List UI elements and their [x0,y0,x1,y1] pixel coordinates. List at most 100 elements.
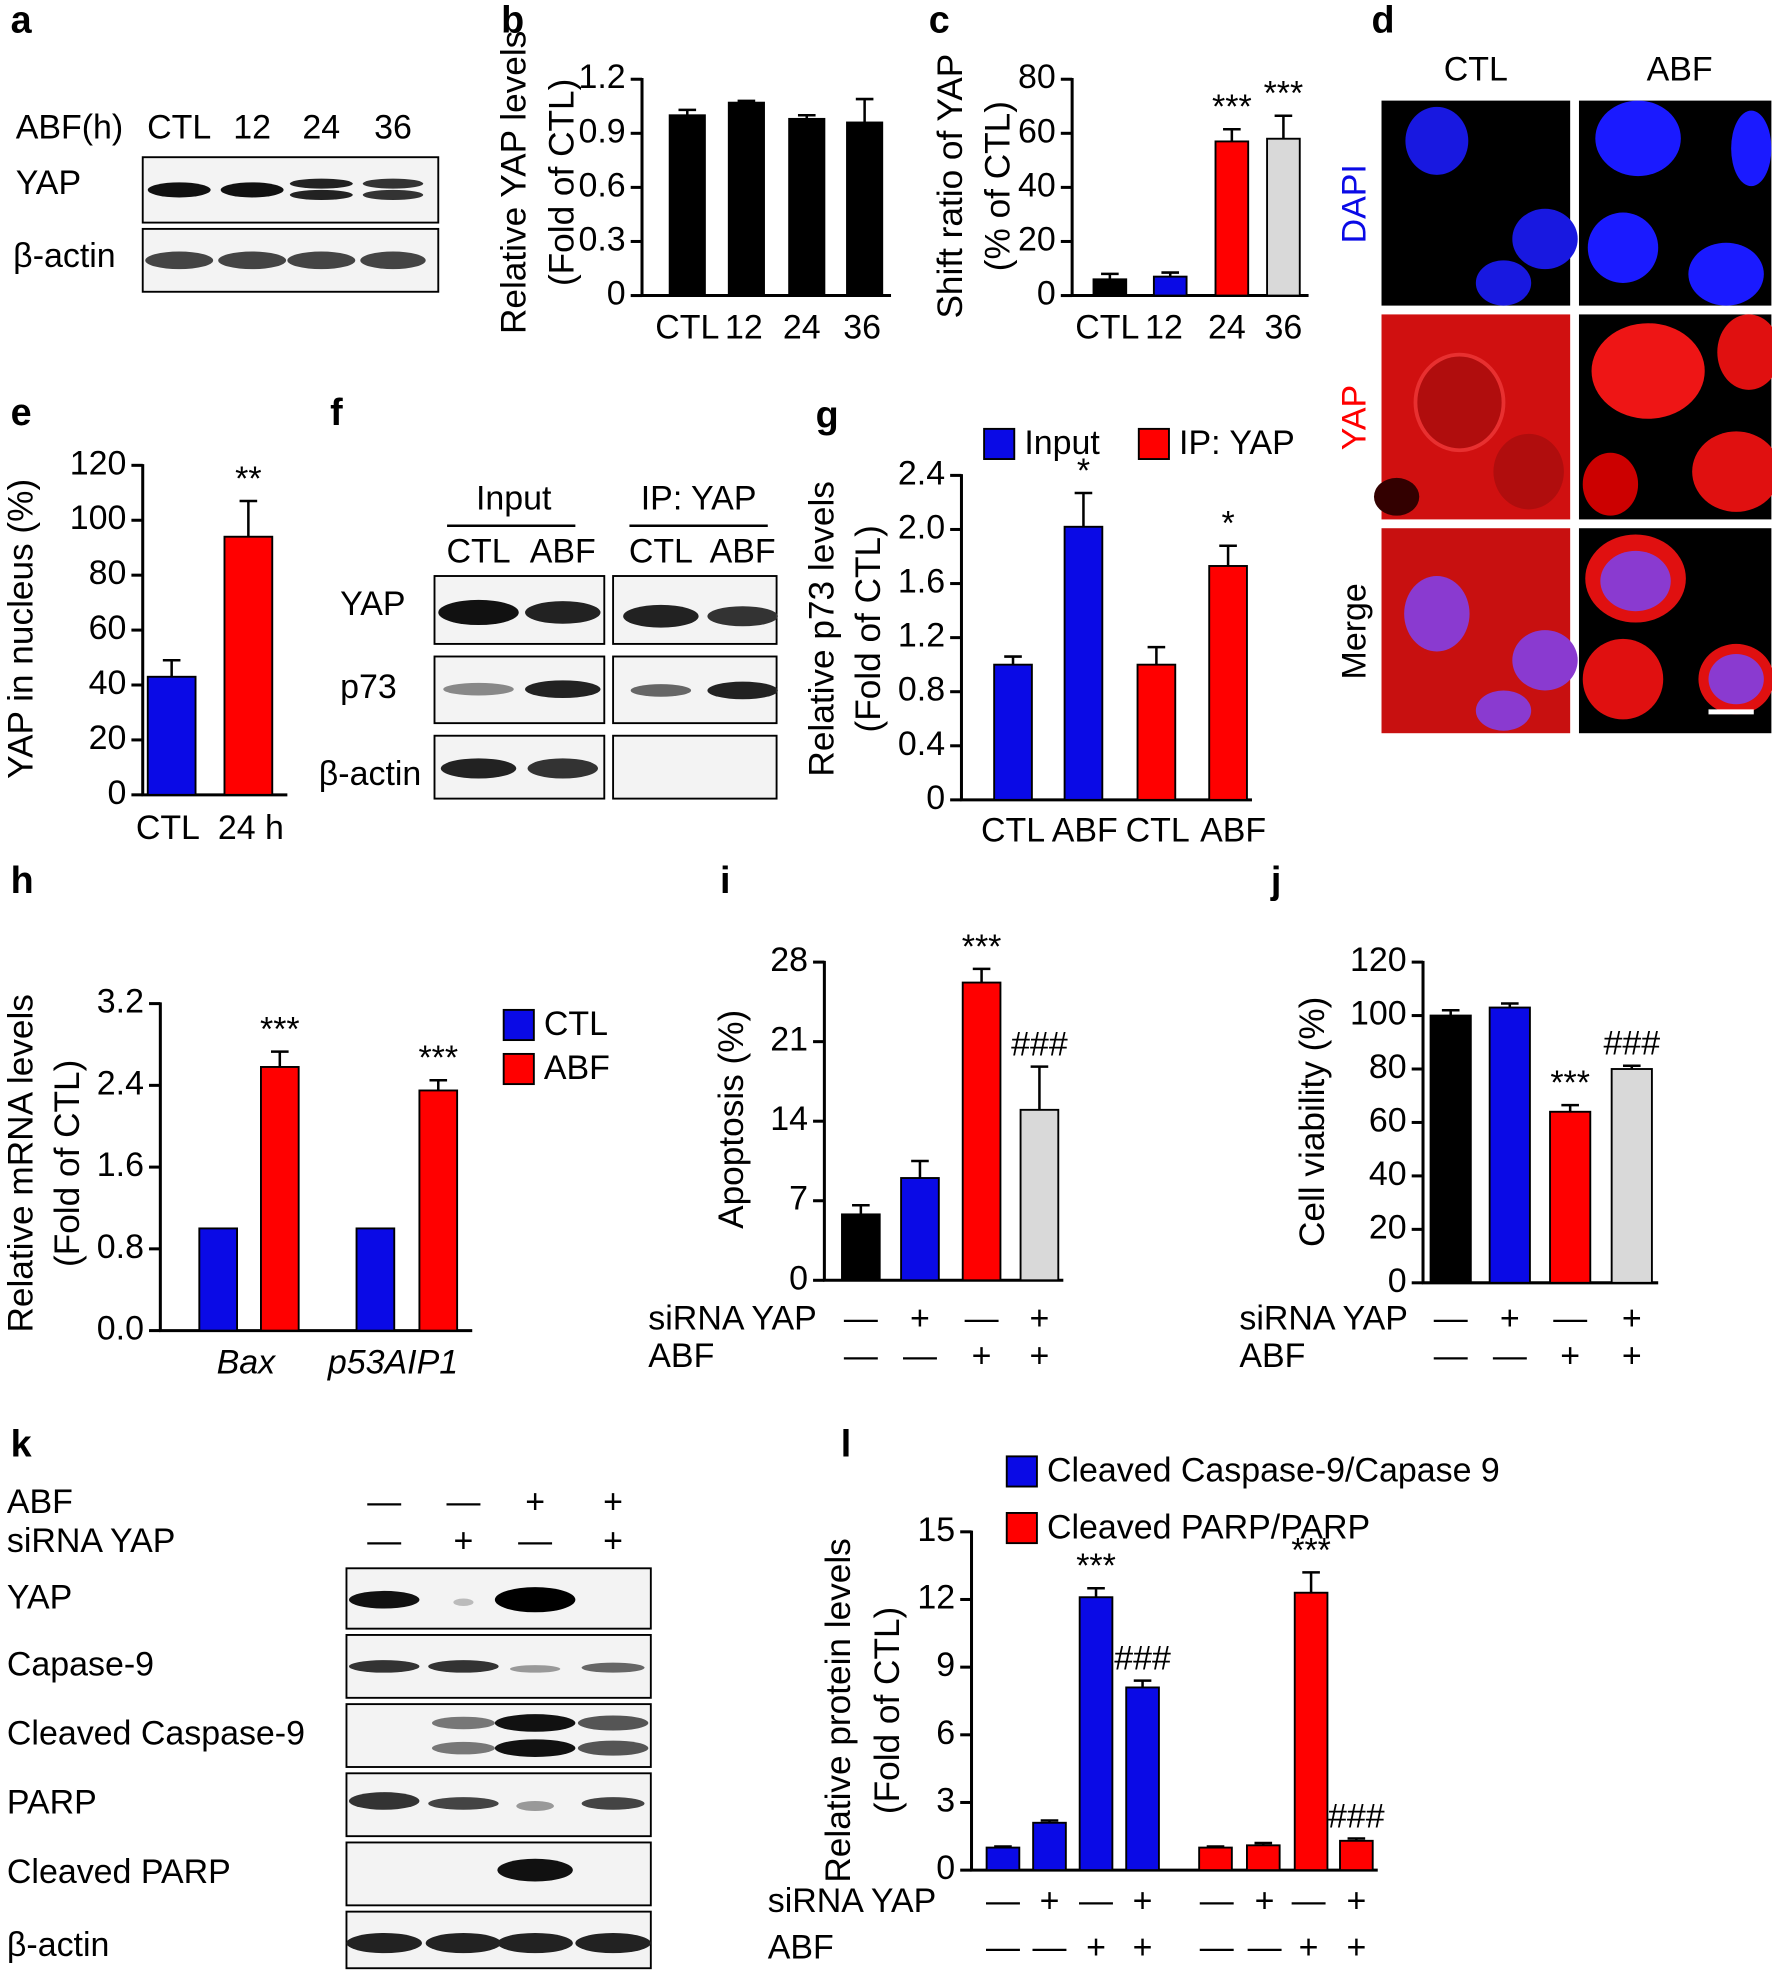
band [581,1797,645,1810]
column-label: CTL [1444,51,1508,89]
row-label: YAP [340,585,405,623]
treatment-mark: + [1040,1882,1060,1920]
bar [1549,1110,1592,1284]
x-tick-label: ABF [1200,812,1266,850]
y-axis-label: (Fold of CTL) [48,1060,87,1267]
error-bar [911,1159,929,1179]
treatment-mark: — [1553,1300,1587,1338]
band [443,682,514,696]
band [516,1800,554,1812]
y-axis-label: YAP in nucleus (%) [2,479,41,779]
treatment-mark: — [965,1300,999,1338]
treatment-mark: + [910,1300,930,1338]
y-tick-label: 12 [917,1578,955,1616]
error-bar [162,659,181,677]
treatment-mark: + [1500,1300,1520,1338]
y-tick-label: 40 [1369,1155,1407,1193]
treatment-mark: + [1622,1300,1642,1338]
lane-label: ABF [530,532,596,570]
treatment-mark: — [1033,1928,1067,1966]
legend-swatch [1137,427,1170,460]
y-axis-label: (% of CTL) [979,101,1018,271]
panel-label: g [816,394,839,436]
band [575,1933,651,1954]
nucleus [1475,260,1532,306]
y-tick-label: 0.6 [578,166,625,204]
bar [355,1227,396,1332]
band [527,758,598,779]
cell [1717,314,1772,390]
error-bar [1101,272,1119,280]
annotation: * [1077,452,1090,490]
error-bar [1004,655,1022,665]
y-tick-label: 0.4 [898,725,945,763]
y-axis-label: (Fold of CTL) [542,79,581,286]
error-bar [1087,1586,1105,1598]
condition-mark: — [367,1483,401,1521]
y-tick-label: 2.4 [898,454,945,492]
treatment-mark: — [1248,1928,1282,1966]
y-tick-label: 20 [1369,1208,1407,1246]
treatment-label: siRNA YAP [768,1882,937,1920]
bar [985,1846,1021,1872]
annotation: *** [1550,1064,1590,1102]
y-tick-label: 0.9 [578,112,625,150]
band [145,251,214,270]
bar [1092,278,1128,297]
row-label: Merge [1335,583,1373,679]
band [630,684,692,697]
bar [993,663,1033,801]
y-tick-label: 1.2 [898,617,945,655]
row-label: Capase-9 [7,1645,154,1683]
row-label: Cleaved Caspase-9 [7,1715,305,1753]
x-tick-label: 36 [1265,308,1303,346]
treatment-mark: + [1133,1928,1153,1966]
error-bar [271,1050,289,1067]
treatment-mark: — [1079,1882,1113,1920]
x-tick-label: 12 [725,308,763,346]
y-tick-label: 15 [917,1511,955,1549]
annotation: ** [235,460,261,498]
y-tick-label: 21 [770,1021,808,1059]
column-label: ABF [1647,51,1713,89]
bar [1032,1821,1067,1872]
condition-label: siRNA YAP [7,1522,175,1560]
treatment-mark: + [1086,1928,1106,1966]
bar [198,1227,238,1332]
band [577,1740,649,1756]
legend-swatch [1005,1512,1038,1545]
legend-swatch [502,1052,535,1086]
treatment-mark: — [986,1882,1020,1920]
band [362,189,424,200]
error-bar [239,499,258,537]
annotation: ### [1114,1640,1171,1678]
y-tick-label: 100 [70,499,127,537]
y-tick-label: 0 [607,275,626,313]
legend-swatch [502,1008,535,1042]
treatment-mark: — [844,1337,878,1375]
bar [1293,1591,1329,1872]
annotation: *** [962,928,1002,966]
error-bar [1441,1008,1460,1016]
nucleus [1475,690,1532,731]
band [497,1858,573,1882]
error-bar [1223,127,1241,142]
condition-mark: + [603,1483,623,1521]
legend-label: ABF [544,1049,610,1087]
band [623,604,699,628]
band [453,1598,474,1607]
x-tick-label: 24 h [218,809,284,847]
treatment-mark: + [1030,1337,1050,1375]
y-tick-label: 100 [1350,995,1407,1033]
band [360,251,426,270]
band [494,1587,576,1613]
cell [1692,431,1772,512]
y-tick-label: 1.2 [578,58,625,96]
y-tick-label: 60 [1369,1101,1407,1139]
treatment-mark: + [1560,1337,1580,1375]
nucleus [1587,212,1659,283]
bar [260,1066,300,1332]
bar [1152,275,1188,297]
y-tick-label: 7 [789,1180,808,1218]
bar [1266,137,1301,297]
